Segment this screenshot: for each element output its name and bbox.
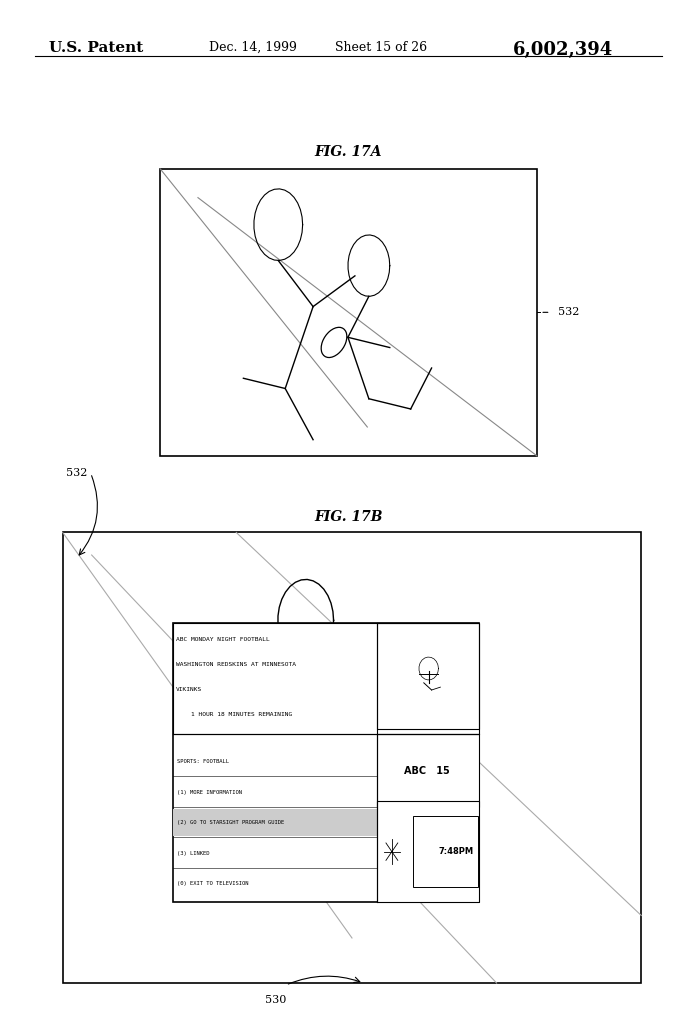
Text: FIG. 17B: FIG. 17B [314, 510, 383, 524]
Bar [413, 816, 477, 887]
Text: 6,002,394: 6,002,394 [513, 41, 613, 59]
Text: SPORTS: FOOTBALL: SPORTS: FOOTBALL [177, 759, 229, 764]
Text: Dec. 14, 1999: Dec. 14, 1999 [209, 41, 297, 54]
Bar [173, 809, 376, 837]
Bar [173, 623, 480, 734]
Text: (1) MORE INFORMATION: (1) MORE INFORMATION [177, 790, 242, 795]
Text: 1 HOUR 18 MINUTES REMAINING: 1 HOUR 18 MINUTES REMAINING [176, 712, 292, 717]
Text: (0) EXIT TO TELEVISION: (0) EXIT TO TELEVISION [177, 882, 248, 886]
Bar [63, 532, 641, 983]
Bar [376, 734, 480, 807]
Text: U.S. Patent: U.S. Patent [49, 41, 143, 55]
Text: Sheet 15 of 26: Sheet 15 of 26 [335, 41, 427, 54]
Text: WASHINGTON REDSKINS AT MINNESOTA: WASHINGTON REDSKINS AT MINNESOTA [176, 663, 296, 668]
Text: (2) GO TO STARSIGHT PROGRAM GUIDE: (2) GO TO STARSIGHT PROGRAM GUIDE [177, 820, 284, 825]
Bar [173, 623, 480, 902]
Text: 532: 532 [66, 468, 87, 478]
Text: (3) LINKED: (3) LINKED [177, 851, 209, 856]
Text: FIG. 17A: FIG. 17A [315, 144, 382, 159]
Text: ABC MONDAY NIGHT FOOTBALL: ABC MONDAY NIGHT FOOTBALL [176, 638, 270, 642]
Ellipse shape [321, 328, 347, 357]
Text: 7:48PM: 7:48PM [438, 847, 474, 856]
Bar [376, 623, 480, 729]
Text: 530: 530 [265, 995, 286, 1006]
Bar [160, 169, 537, 456]
Text: VIKINKS: VIKINKS [176, 687, 202, 692]
Text: 532: 532 [558, 307, 579, 317]
Bar [376, 802, 480, 902]
Text: ABC   15: ABC 15 [404, 766, 450, 775]
